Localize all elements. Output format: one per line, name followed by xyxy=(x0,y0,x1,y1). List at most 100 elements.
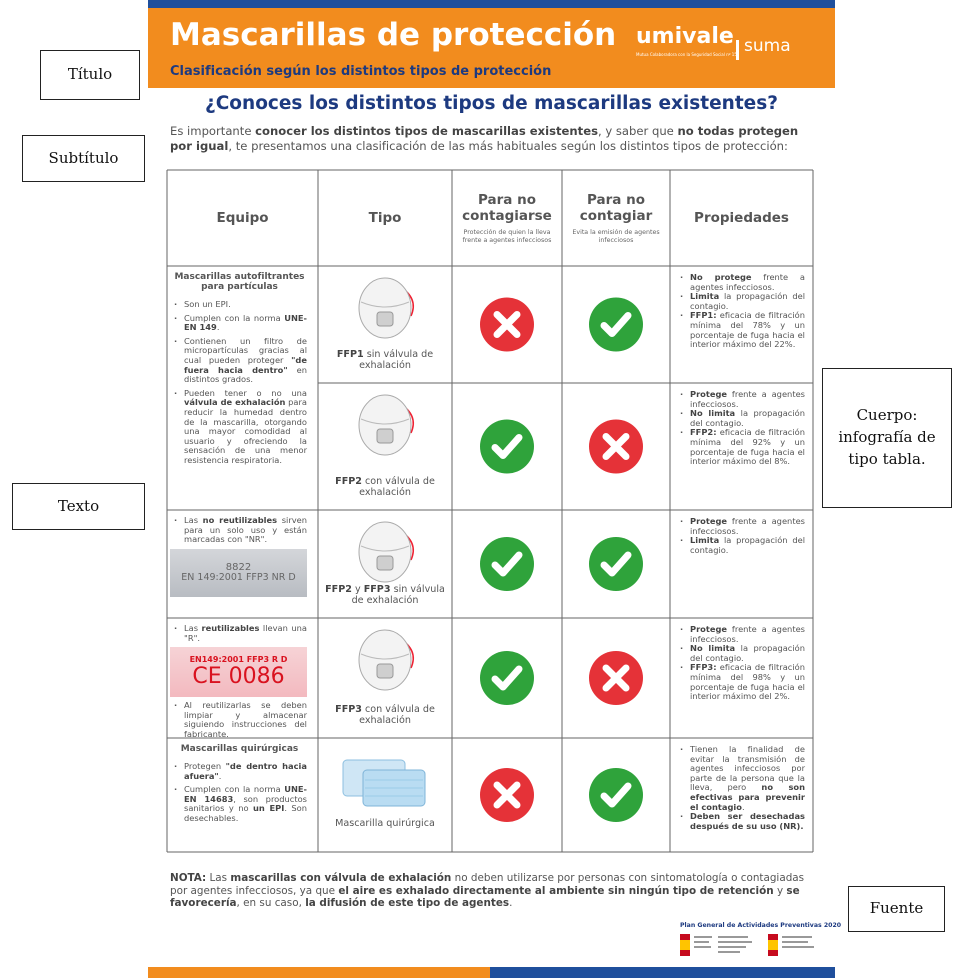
yes-icon xyxy=(480,537,534,591)
text-run: frente a agentes infecciosos. xyxy=(690,272,805,292)
column-header: Para no contagiar Evita la emisión de age… xyxy=(562,170,670,266)
text-run: no deben utilizarse por personas con sin… xyxy=(170,872,805,897)
bullet: Protege frente a agentes infecciosos. xyxy=(680,516,805,536)
text-run: . Son desechables. xyxy=(184,803,307,823)
no-icon xyxy=(589,419,643,474)
side-label: Fuente xyxy=(848,886,945,932)
text-run: en distintos grados. xyxy=(184,364,307,385)
bullet-list: Al reutilizarlas se deben limpiar y alma… xyxy=(172,700,307,739)
text-run: , son productos sanitarios y no xyxy=(184,793,307,814)
text-run: Pueden tener o no una xyxy=(184,387,307,398)
bold-run: Deben ser desechadas después de su uso (… xyxy=(690,811,805,831)
text-run: eficacia de filtración mínima del 92% y … xyxy=(690,427,805,467)
bullet: No limita la propagación del contagio. xyxy=(680,643,805,663)
column-title: Propiedades xyxy=(694,210,789,226)
column-header: Equipo xyxy=(167,170,318,266)
bold-run: UNE-EN 14683 xyxy=(184,784,307,804)
top-stripe xyxy=(148,0,835,8)
column-title: Equipo xyxy=(216,210,269,226)
bold-run: Limita xyxy=(690,535,720,546)
title: Mascarillas de protección xyxy=(170,17,617,53)
bullet: Tienen la finalidad de evitar la transmi… xyxy=(680,744,805,812)
side-label: Subtítulo xyxy=(22,135,145,182)
heading: ¿Conoces los distintos tipos de mascaril… xyxy=(205,93,778,114)
text-run: la propagación del contagio. xyxy=(690,643,805,663)
text-run: Cumplen con la norma xyxy=(184,312,285,323)
column-title: Tipo xyxy=(368,210,402,226)
side-label: Cuerpo: infografía de tipo tabla. xyxy=(822,368,952,508)
bullet: Son un EPI. xyxy=(174,299,307,310)
text-run: para reducir la humedad dentro de la mas… xyxy=(184,397,308,465)
bullet-list: Protegen "de dentro hacia afuera". Cumple… xyxy=(172,761,307,824)
bullet: Contienen un filtro de micropartículas g… xyxy=(174,335,307,385)
bullet: Las no reutilizables sirven para un solo… xyxy=(174,515,307,545)
column-header: Tipo xyxy=(318,170,452,266)
brand: umivale xyxy=(636,24,734,49)
bold-run: No limita xyxy=(690,643,736,654)
propiedades-cell: Protege frente a agentes infecciosos.Lim… xyxy=(678,516,805,555)
bullet: Deben ser desechadas después de su uso (… xyxy=(680,811,805,831)
text-run: Las xyxy=(184,515,203,525)
column-header: Propiedades xyxy=(670,170,813,266)
equipo-title: Mascarillas quirúrgicas xyxy=(180,744,299,754)
text-run: . xyxy=(218,770,222,781)
propiedades-cell: Tienen la finalidad de evitar la transmi… xyxy=(678,744,805,831)
text-run: , te presentamos una clasificación de la… xyxy=(228,139,788,153)
bold-run: Protege xyxy=(690,389,728,399)
yes-icon xyxy=(589,768,643,822)
bullet-list: Protege frente a agentes infecciosos.Lim… xyxy=(678,516,805,555)
bullet-list: Son un EPI. Cumplen con la norma UNE-EN 1… xyxy=(172,299,308,466)
equipo-cell: Mascarillas autofiltrantes para partícul… xyxy=(172,272,307,470)
text-run: , en su caso, xyxy=(236,897,306,909)
bullet: FFP3: eficacia de filtración mínima del … xyxy=(680,663,805,701)
column-title: Para no contagiar xyxy=(579,192,653,224)
subtitle: Clasificación según los distintos tipos … xyxy=(170,64,552,79)
logo-text xyxy=(694,934,814,956)
bold-run: conocer los distintos tipos de mascarill… xyxy=(255,124,598,138)
equipo-cell: Las reutilizables llevan una "R". EN149:2… xyxy=(170,623,307,744)
bold-run: Protege xyxy=(690,516,728,526)
bullet: FFP2: eficacia de filtración mínima del … xyxy=(680,427,805,467)
equipo-cell: Las no reutilizables sirven para un solo… xyxy=(170,515,307,601)
bullet: Limita la propagación del contagio. xyxy=(680,535,805,555)
bullet: Cumplen con la norma UNE-EN 14683, son p… xyxy=(174,784,307,823)
bold-run: UNE-EN 149 xyxy=(184,312,307,333)
bullet: FFP1: eficacia de filtración mínima del … xyxy=(680,310,805,350)
tipo-text: FFP2 y FFP3 sin válvula de exhalación xyxy=(324,584,446,606)
text-run: eficacia de filtración mínima del 78% y … xyxy=(690,310,805,350)
bold-run: se favorecería xyxy=(170,884,800,910)
brand2: suma xyxy=(744,36,791,56)
side-label: Título xyxy=(40,50,140,100)
bullet: Al reutilizarlas se deben limpiar y alma… xyxy=(174,700,307,739)
propiedades-cell: Protege frente a agentes infecciosos.No … xyxy=(678,389,805,467)
bold-run: no reutilizables xyxy=(202,515,278,525)
mask-image xyxy=(358,629,414,691)
bold-run: Protege xyxy=(690,624,728,634)
header-band xyxy=(148,8,835,88)
text-run: Tienen la finalidad de evitar la transmi… xyxy=(690,744,805,793)
text-run: frente a agentes infecciosos. xyxy=(690,389,805,409)
text-run: la propagación del contagio. xyxy=(690,408,805,428)
column-note: Protección de quien la lleva frente a ag… xyxy=(462,229,552,244)
text-run: Contienen un filtro de micropartículas g… xyxy=(184,335,307,365)
text-run: Protegen xyxy=(184,761,226,771)
text-run: con válvula de exhalación xyxy=(359,704,435,726)
text-run: Las xyxy=(206,872,231,884)
tipo-text: FFP2 con válvula de exhalación xyxy=(324,476,446,498)
bullet: No limita la propagación del contagio. xyxy=(680,408,805,428)
bold-run: válvula de exhalación xyxy=(184,397,286,408)
photo-text: EN 149:2001 FFP3 NR D xyxy=(181,571,296,583)
tipo-text: Mascarilla quirúrgica xyxy=(335,818,435,829)
bold-run: el aire es exhalado directamente al ambi… xyxy=(338,884,774,897)
bold-run: FFP2 xyxy=(335,476,362,487)
text-run: sin válvula de exhalación xyxy=(359,349,434,371)
bullet: Pueden tener o no una válvula de exhalac… xyxy=(174,387,308,466)
photo-text: 8822 xyxy=(225,562,252,574)
bold-run: NOTA: xyxy=(170,872,207,884)
bold-run: FFP1 xyxy=(336,349,364,360)
bold-run: "de dentro hacia afuera" xyxy=(184,761,307,781)
bullet-list: Protege frente a agentes infecciosos.No … xyxy=(678,624,805,702)
mask-image xyxy=(342,759,426,807)
propiedades-cell: Protege frente a agentes infecciosos.No … xyxy=(678,624,805,702)
